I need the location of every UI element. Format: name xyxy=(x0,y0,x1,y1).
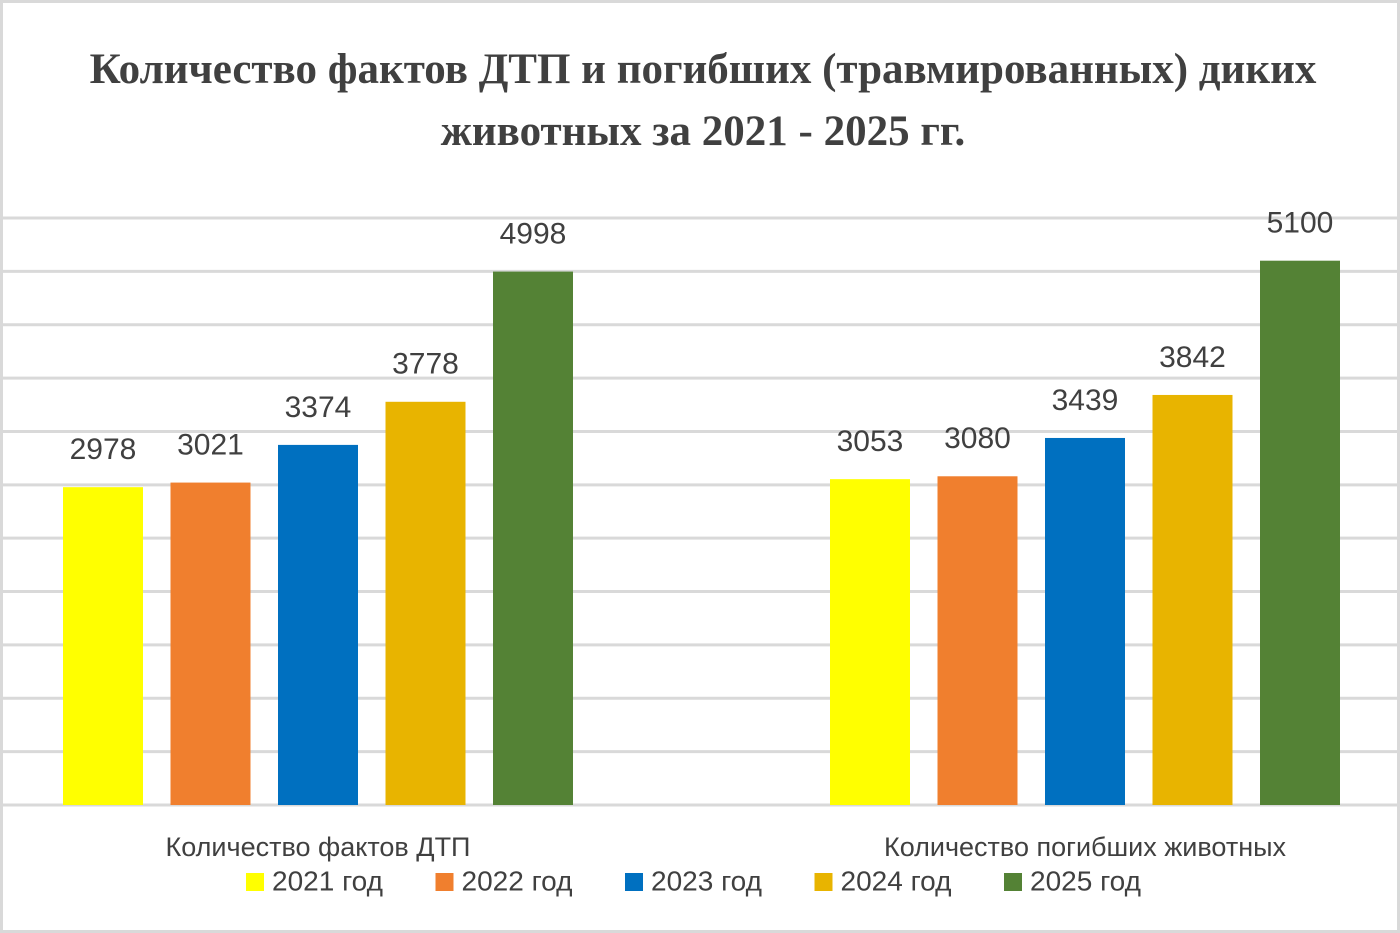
bar xyxy=(1152,394,1233,805)
legend-swatch xyxy=(625,873,643,891)
legend-swatch xyxy=(814,873,833,891)
bar xyxy=(63,487,143,805)
chart-title: Количество фактов ДТП и погибших (травми… xyxy=(89,46,1317,155)
value-label: 3053 xyxy=(837,425,904,458)
legend-label: 2021 год xyxy=(272,865,383,896)
legend-swatch xyxy=(1004,873,1022,891)
bar xyxy=(830,479,910,805)
bar xyxy=(170,482,251,805)
value-label: 3080 xyxy=(944,422,1011,455)
bar xyxy=(278,444,358,805)
bar xyxy=(1260,260,1340,805)
x-tick-label: Количество фактов ДТП xyxy=(166,832,471,862)
bar xyxy=(385,401,466,805)
legend-label: 2022 год xyxy=(462,865,573,896)
legend-label: 2025 год xyxy=(1030,865,1141,896)
bar xyxy=(937,476,1018,805)
bar xyxy=(1045,437,1125,805)
value-label: 4998 xyxy=(500,217,567,250)
bar xyxy=(493,271,573,805)
legend-label: 2023 год xyxy=(651,865,762,896)
value-label: 3778 xyxy=(392,348,459,381)
chart: Количество фактов ДТП 2978 3021 3374 3778 499… xyxy=(3,207,1400,896)
legend-swatch xyxy=(435,873,454,891)
value-label: 5100 xyxy=(1267,207,1334,240)
value-label: 3439 xyxy=(1052,384,1119,417)
x-tick-label: Количество погибших животных xyxy=(884,832,1287,862)
value-label: 3842 xyxy=(1159,341,1226,374)
value-label: 3021 xyxy=(177,428,244,461)
value-label: 3374 xyxy=(285,391,352,424)
legend-label: 2024 год xyxy=(841,865,952,896)
value-label: 2978 xyxy=(70,433,137,466)
legend-swatch xyxy=(246,873,264,891)
